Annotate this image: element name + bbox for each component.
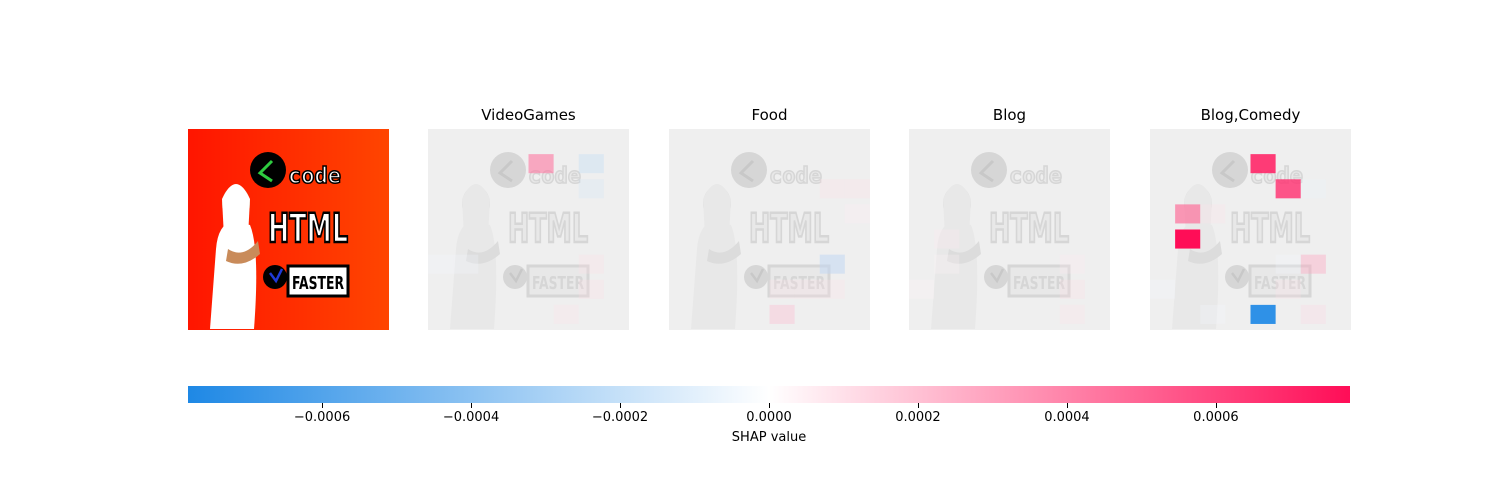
colorbar-tick xyxy=(1215,403,1217,408)
shap-cell xyxy=(1275,179,1301,199)
shap-cell xyxy=(553,304,579,324)
shap-panel-blog: code HTML FASTER xyxy=(909,129,1110,330)
shap-cell xyxy=(844,179,870,199)
colorbar-tick xyxy=(471,403,473,408)
colorbar-tick-label: 0.0000 xyxy=(746,410,792,425)
shap-cell xyxy=(769,304,795,324)
shap-cell xyxy=(1275,254,1301,274)
colorbar-tick xyxy=(917,403,919,408)
shap-cell xyxy=(819,179,845,199)
shap-cell xyxy=(844,204,870,224)
svg-text:HTML: HTML xyxy=(989,206,1069,252)
shap-panel-videogames: code HTML FASTER xyxy=(428,129,629,330)
svg-text:HTML: HTML xyxy=(508,206,588,252)
shap-cell xyxy=(1300,179,1326,199)
colorbar-label: SHAP value xyxy=(731,430,807,445)
colorbar xyxy=(188,386,1350,403)
panel-title-blog: Blog xyxy=(992,106,1027,124)
panel-title-food: Food xyxy=(751,106,788,124)
colorbar-tick-label: 0.0002 xyxy=(895,410,941,425)
shap-cell xyxy=(1150,279,1176,299)
svg-text:FASTER: FASTER xyxy=(1013,273,1065,294)
shap-cell xyxy=(528,154,554,174)
svg-text:HTML: HTML xyxy=(749,206,829,252)
shap-cell xyxy=(1300,254,1326,274)
shap-cell xyxy=(428,254,454,274)
svg-text:code: code xyxy=(1009,164,1062,189)
svg-text:code: code xyxy=(288,164,341,189)
colorbar-tick xyxy=(620,403,622,408)
shap-cell xyxy=(819,279,845,299)
shap-cell xyxy=(1175,229,1201,249)
shap-cell xyxy=(1250,304,1276,324)
svg-text:FASTER: FASTER xyxy=(773,273,825,294)
shap-cell xyxy=(1300,304,1326,324)
shap-heatmap-2: code HTML FASTER xyxy=(909,129,1110,330)
colorbar-tick-label: −0.0006 xyxy=(293,410,351,425)
panel-title-videogames: VideoGames xyxy=(481,106,576,124)
shap-cell xyxy=(909,279,935,299)
shap-cell xyxy=(934,254,960,274)
shap-heatmap-1: code HTML FASTER xyxy=(669,129,870,330)
shap-cell xyxy=(1059,304,1085,324)
colorbar-tick-label: 0.0004 xyxy=(1044,410,1090,425)
shap-cell xyxy=(1175,204,1201,224)
shap-cell xyxy=(578,154,604,174)
shap-cell xyxy=(1059,254,1085,274)
panel-title-blog-comedy: Blog,Comedy xyxy=(1200,106,1301,124)
svg-text:FASTER: FASTER xyxy=(1254,273,1306,294)
shap-cell xyxy=(1275,279,1301,299)
shap-cell xyxy=(1200,304,1226,324)
shap-cell xyxy=(934,229,960,249)
shap-panel-food: code HTML FASTER xyxy=(669,129,870,330)
svg-text:FASTER: FASTER xyxy=(292,273,344,294)
svg-text:FASTER: FASTER xyxy=(532,273,584,294)
svg-text:HTML: HTML xyxy=(268,206,348,252)
shap-cell xyxy=(819,254,845,274)
colorbar-tick xyxy=(1066,403,1068,408)
colorbar-tick xyxy=(769,403,770,408)
shap-cell xyxy=(819,254,845,274)
shap-cell xyxy=(578,254,604,274)
shap-panel-blog-comedy: code HTML FASTER xyxy=(1150,129,1351,330)
shap-cell xyxy=(578,179,604,199)
shap-cell xyxy=(1250,154,1276,174)
shap-cell xyxy=(1200,204,1226,224)
colorbar-tick-label: −0.0002 xyxy=(591,410,649,425)
colorbar-tick xyxy=(322,403,324,408)
colorbar-tick-label: −0.0004 xyxy=(442,410,500,425)
svg-text:code: code xyxy=(769,164,822,189)
shap-cell xyxy=(769,279,795,299)
shap-cell xyxy=(1059,279,1085,299)
shap-cell xyxy=(578,279,604,299)
shap-cell xyxy=(794,279,820,299)
shap-cell xyxy=(453,254,479,274)
svg-text:HTML: HTML xyxy=(1230,206,1310,252)
colorbar-tick-label: 0.0006 xyxy=(1193,410,1239,425)
original-image: code HTML FASTER xyxy=(188,129,389,330)
